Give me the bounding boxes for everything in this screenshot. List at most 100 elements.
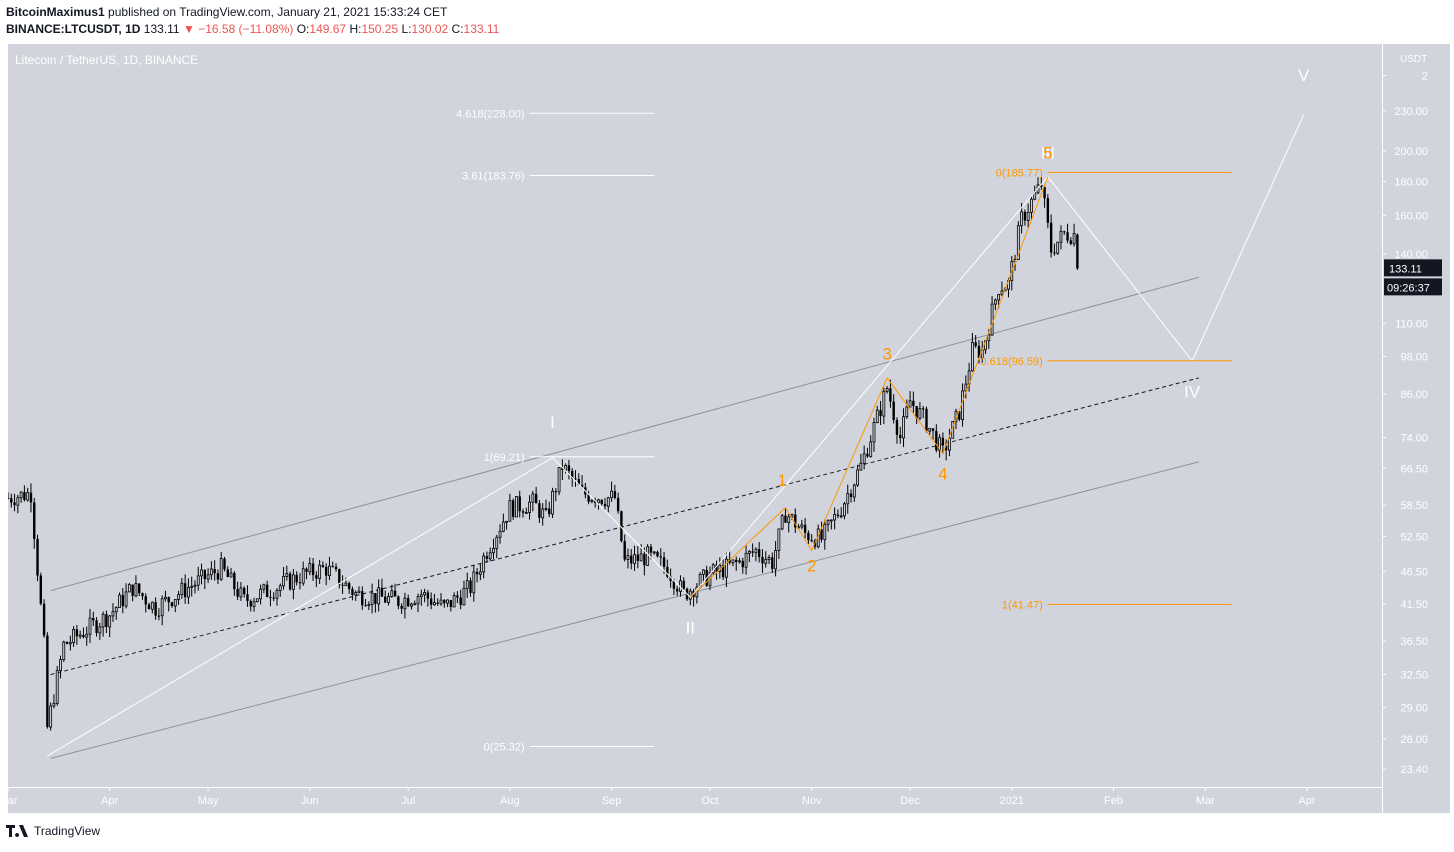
- candle-body: [780, 515, 784, 530]
- candle-body: [800, 524, 804, 528]
- candle-body: [807, 532, 810, 541]
- candle-body: [875, 409, 879, 424]
- candle-body: [429, 598, 433, 605]
- channel-upper-line[interactable]: [50, 276, 1199, 592]
- candle-body: [203, 569, 207, 580]
- candle-body: [138, 583, 141, 594]
- candle-body: [935, 430, 938, 451]
- channel-lower-line[interactable]: [50, 461, 1199, 759]
- candle-body: [298, 582, 302, 584]
- candle-body: [859, 462, 863, 471]
- candle-body: [459, 597, 462, 605]
- y-tick-label: 160.00: [1394, 210, 1428, 222]
- candle-body: [823, 523, 827, 541]
- primary-wave-path[interactable]: [47, 114, 1305, 757]
- wave-label: III: [1041, 143, 1055, 162]
- y-tick-label: 46.50: [1400, 566, 1428, 578]
- candle-body: [639, 553, 643, 562]
- candle-body: [961, 390, 964, 420]
- candle-body: [829, 519, 833, 522]
- candle-body: [810, 540, 813, 542]
- open-label: O:: [296, 22, 310, 36]
- candle-body: [338, 569, 341, 585]
- candle-body: [505, 520, 509, 523]
- current-price-label: 133.11: [1389, 263, 1422, 275]
- x-tick-label: Aug: [500, 795, 520, 807]
- candle-body: [1030, 198, 1033, 213]
- candle-body: [26, 492, 30, 501]
- candle-body: [833, 514, 837, 521]
- y-tick-label: 86.00: [1400, 389, 1428, 401]
- candle-body: [282, 575, 285, 587]
- candle-body: [341, 584, 344, 586]
- candle-body: [856, 469, 859, 486]
- candle-body: [820, 528, 823, 540]
- plot-area[interactable]: Litecoin / TetherUS, 1D, BINANCE 4.618(22…: [7, 53, 1310, 759]
- last-price: 133.11: [143, 22, 180, 36]
- candle-body: [885, 388, 889, 392]
- candle-body: [23, 492, 26, 500]
- candle-body: [59, 659, 62, 672]
- candle-body: [157, 615, 161, 617]
- candle-body: [46, 635, 49, 728]
- candle-body: [410, 603, 413, 607]
- candle-body: [698, 573, 702, 588]
- x-tick-label: Feb: [1104, 795, 1123, 807]
- candle-body: [318, 564, 322, 580]
- candle-body: [305, 568, 308, 572]
- candle-body: [259, 588, 262, 600]
- x-tick-label: Jul: [401, 795, 415, 807]
- candle-body: [882, 390, 886, 417]
- candle-body: [925, 408, 928, 432]
- candle-body: [912, 400, 915, 407]
- candle-body: [426, 592, 430, 599]
- candle-body: [636, 554, 640, 561]
- close-value: 133.11: [463, 22, 500, 36]
- candle-body: [443, 600, 446, 604]
- candle-body: [347, 583, 351, 589]
- candle-body: [633, 554, 636, 564]
- sub-wave-path[interactable]: [689, 176, 1049, 598]
- candle-body: [400, 605, 403, 609]
- candle-body: [167, 597, 170, 603]
- x-tick-label: Mar: [0, 795, 18, 807]
- candle-body: [721, 565, 725, 578]
- candle-body: [616, 497, 620, 512]
- candle-body: [958, 411, 961, 420]
- candle-body: [52, 703, 56, 707]
- candle-body: [252, 601, 256, 607]
- author-name[interactable]: BitcoinMaximus1: [6, 5, 105, 19]
- candle-body: [436, 602, 439, 604]
- high-label: H:: [349, 22, 362, 36]
- candle-body: [370, 592, 374, 605]
- candles: [8, 176, 1079, 731]
- candle-body: [384, 596, 387, 603]
- candle-body: [764, 559, 768, 564]
- candle-body: [777, 528, 781, 551]
- x-axis[interactable]: Mar Apr May Jun Jul Aug Sep Oct Nov Dec 2021 Feb Mar…: [0, 787, 1316, 807]
- fib-level-label: 4.618(228.00): [456, 108, 525, 120]
- candle-body: [265, 584, 269, 597]
- candle-body: [826, 520, 830, 525]
- candle-body: [446, 599, 449, 604]
- high-value: 150.25: [361, 22, 399, 36]
- footer-brand[interactable]: TradingView: [34, 824, 101, 838]
- y-axis[interactable]: USDT 2 230.00 200.00 180.00 160.00 140.00 110.0…: [1382, 54, 1442, 776]
- channel-median-line[interactable]: [50, 377, 1199, 676]
- candle-body: [511, 500, 515, 517]
- candle-body: [744, 552, 748, 568]
- candle-body: [889, 388, 892, 402]
- candle-body: [482, 555, 486, 573]
- candle-body: [419, 594, 423, 598]
- y-tick-label: 41.50: [1400, 599, 1428, 611]
- candle-body: [108, 615, 112, 628]
- y-tick-label: 29.00: [1400, 702, 1428, 714]
- candle-body: [656, 551, 659, 557]
- candle-body: [397, 596, 400, 606]
- candle-body: [131, 584, 134, 596]
- candle-body: [324, 566, 328, 576]
- y-tick-label: 2: [1422, 70, 1428, 82]
- candle-body: [931, 428, 935, 431]
- candle-body: [567, 465, 571, 472]
